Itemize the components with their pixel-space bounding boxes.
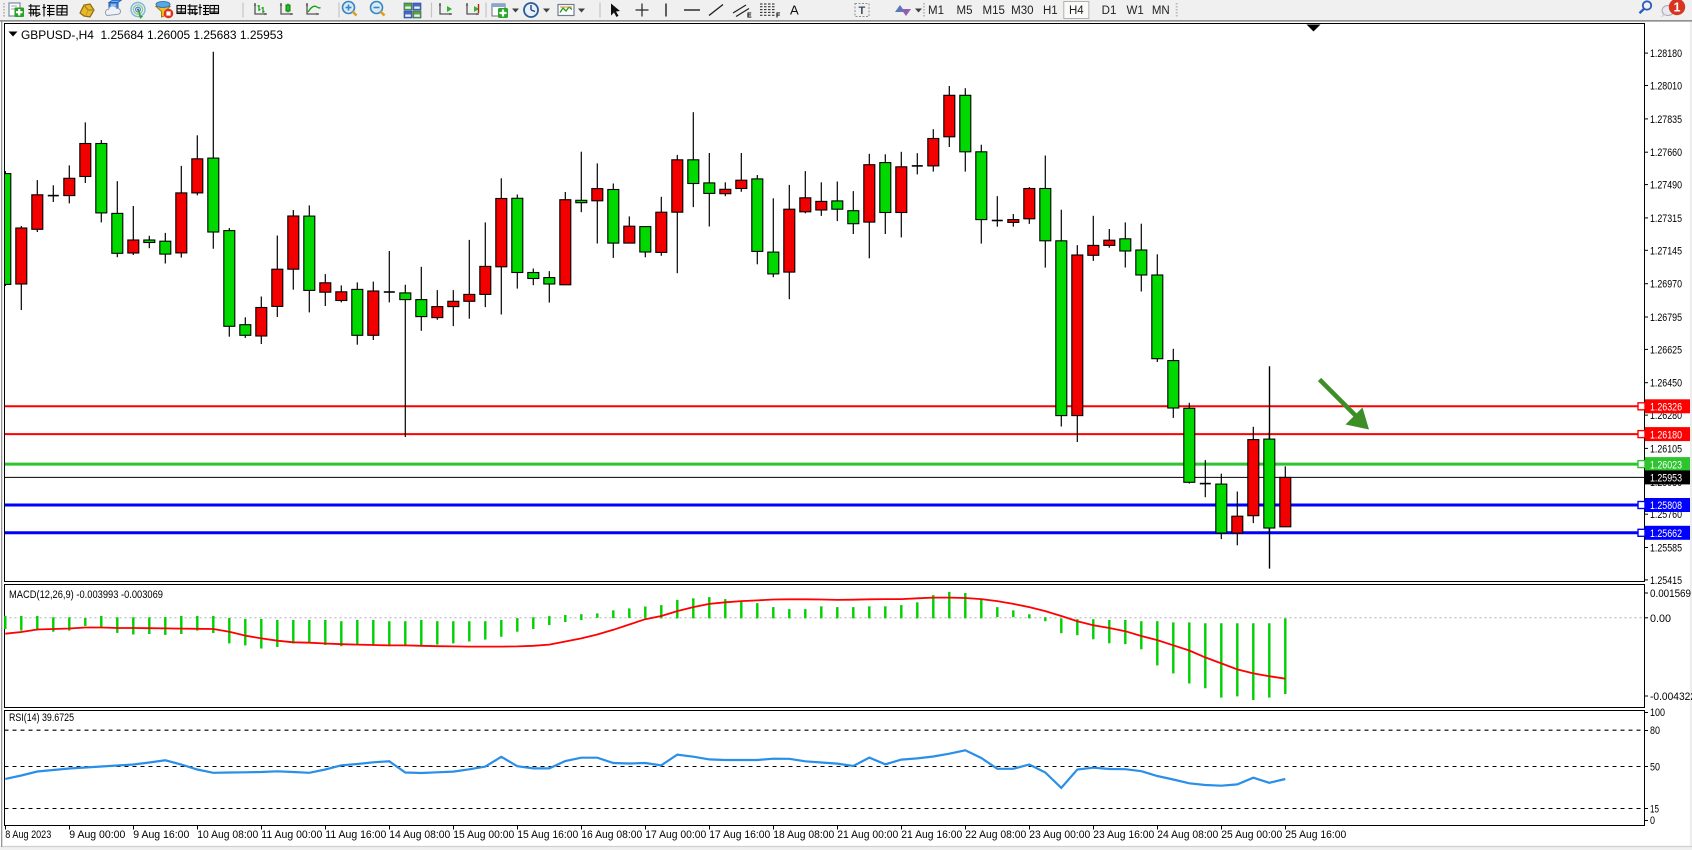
svg-text:15: 15 [1650, 804, 1659, 816]
svg-text:1.25415: 1.25415 [1650, 575, 1682, 587]
svg-text:50: 50 [1650, 762, 1660, 774]
svg-text:MACD(12,26,9) -0.003993 -0.003: MACD(12,26,9) -0.003993 -0.003069 [9, 589, 163, 601]
svg-text:11 Aug 00:00: 11 Aug 00:00 [261, 829, 322, 841]
svg-text:1.26326: 1.26326 [1650, 402, 1682, 414]
svg-text:1.27315: 1.27315 [1650, 213, 1682, 225]
svg-text:1.25760: 1.25760 [1650, 509, 1682, 521]
svg-text:23 Aug 16:00: 23 Aug 16:00 [1093, 829, 1154, 841]
svg-text:M5: M5 [957, 5, 973, 17]
svg-text:1.28010: 1.28010 [1650, 81, 1682, 93]
svg-text:25 Aug 16:00: 25 Aug 16:00 [1285, 829, 1346, 841]
svg-text:T: T [859, 5, 866, 17]
svg-text:1.26023: 1.26023 [1650, 459, 1682, 471]
svg-text:24 Aug 08:00: 24 Aug 08:00 [1157, 829, 1218, 841]
svg-text:18 Aug 08:00: 18 Aug 08:00 [773, 829, 834, 841]
svg-text:1.25953: 1.25953 [1650, 473, 1682, 485]
svg-text:D1: D1 [1102, 5, 1117, 17]
svg-text:10 Aug 08:00: 10 Aug 08:00 [197, 829, 258, 841]
svg-text:RSI(14) 39.6725: RSI(14) 39.6725 [9, 712, 74, 724]
svg-text:F: F [776, 13, 781, 20]
svg-text:1.25585: 1.25585 [1650, 543, 1682, 555]
svg-text:E: E [747, 13, 752, 20]
svg-text:15 Aug 16:00: 15 Aug 16:00 [517, 829, 578, 841]
svg-text:-0.004322: -0.004322 [1650, 691, 1692, 703]
svg-text:15 Aug 00:00: 15 Aug 00:00 [453, 829, 514, 841]
svg-text:1.26450: 1.26450 [1650, 378, 1682, 390]
svg-text:22 Aug 08:00: 22 Aug 08:00 [965, 829, 1026, 841]
svg-text:21 Aug 16:00: 21 Aug 16:00 [901, 829, 962, 841]
svg-text:1.25662: 1.25662 [1650, 528, 1682, 540]
svg-text:80: 80 [1650, 725, 1660, 737]
svg-text:17 Aug 16:00: 17 Aug 16:00 [709, 829, 770, 841]
svg-text:23 Aug 00:00: 23 Aug 00:00 [1029, 829, 1090, 841]
svg-text:1.26970: 1.26970 [1650, 279, 1682, 291]
svg-text:W1: W1 [1126, 5, 1143, 17]
svg-text:GBPUSD-,H4 1.25684 1.26005 1.: GBPUSD-,H4 1.25684 1.26005 1.25683 1.259… [21, 28, 283, 42]
svg-text:1.26180: 1.26180 [1650, 429, 1682, 441]
svg-text:1.25808: 1.25808 [1650, 500, 1682, 512]
svg-text:1.27145: 1.27145 [1650, 245, 1682, 257]
svg-text:1.26625: 1.26625 [1650, 344, 1682, 356]
svg-text:9 Aug 00:00: 9 Aug 00:00 [69, 829, 125, 841]
svg-text:11 Aug 16:00: 11 Aug 16:00 [325, 829, 386, 841]
svg-text:H1: H1 [1043, 5, 1058, 17]
svg-text:8 Aug 2023: 8 Aug 2023 [5, 829, 51, 841]
svg-text:25 Aug 00:00: 25 Aug 00:00 [1221, 829, 1282, 841]
svg-text:0: 0 [1650, 815, 1655, 827]
svg-text:M15: M15 [983, 5, 1005, 17]
svg-text:100: 100 [1650, 707, 1665, 719]
svg-text:M1: M1 [928, 5, 944, 17]
svg-text:0.001569: 0.001569 [1650, 588, 1691, 600]
svg-text:0.00: 0.00 [1650, 613, 1671, 625]
svg-text:1.27835: 1.27835 [1650, 114, 1682, 126]
svg-text:17 Aug 00:00: 17 Aug 00:00 [645, 829, 706, 841]
svg-text:9 Aug 16:00: 9 Aug 16:00 [133, 829, 189, 841]
svg-text:1.27660: 1.27660 [1650, 147, 1682, 159]
svg-text:H4: H4 [1069, 5, 1084, 17]
svg-text:1.26795: 1.26795 [1650, 312, 1682, 324]
svg-text:1: 1 [1674, 1, 1681, 15]
svg-text:16 Aug 08:00: 16 Aug 08:00 [581, 829, 642, 841]
svg-text:1.28180: 1.28180 [1650, 48, 1682, 60]
svg-text:21 Aug 00:00: 21 Aug 00:00 [837, 829, 898, 841]
svg-text:M30: M30 [1011, 5, 1033, 17]
svg-text:MN: MN [1152, 5, 1170, 17]
svg-text:14 Aug 08:00: 14 Aug 08:00 [389, 829, 450, 841]
svg-text:1.26105: 1.26105 [1650, 443, 1682, 455]
svg-text:A: A [790, 3, 799, 18]
svg-text:1.27490: 1.27490 [1650, 180, 1682, 192]
